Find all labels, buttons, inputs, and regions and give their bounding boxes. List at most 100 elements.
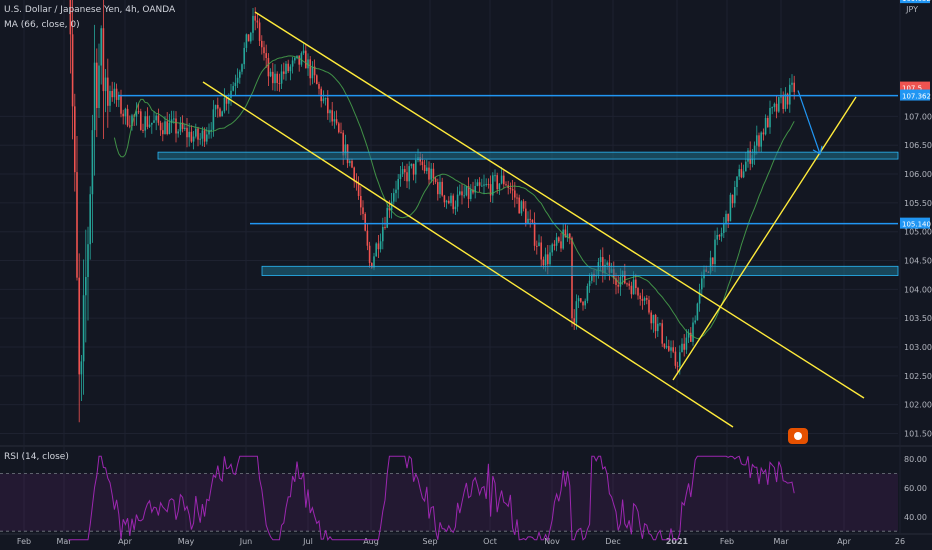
candle-body [692, 322, 694, 342]
candle-body [159, 122, 162, 131]
candle-body [155, 115, 157, 121]
candle-body [261, 40, 263, 48]
candle-body [93, 62, 96, 131]
currency-label[interactable]: JPY [906, 5, 918, 14]
candle-body [566, 233, 569, 238]
candle-body [353, 167, 355, 182]
candle-body [764, 117, 767, 135]
candle-body [267, 58, 270, 77]
candle-body [599, 257, 602, 263]
candle-body [245, 34, 248, 48]
candle-body [709, 257, 712, 273]
candle-body [203, 130, 206, 142]
candle-body [516, 197, 518, 199]
moving-average-line [113, 55, 795, 340]
candle-body [575, 301, 578, 323]
rsi-line [68, 455, 795, 542]
candle-body [184, 127, 186, 129]
price-tick-label: 104.50 [904, 257, 932, 266]
candle-body [476, 182, 479, 187]
time-tick-label: Mar [773, 537, 789, 546]
candle-body [338, 123, 340, 133]
time-tick-label: Feb [17, 537, 31, 546]
candle-body [360, 195, 362, 208]
candle-body [540, 242, 542, 260]
candle-body [89, 194, 91, 245]
candle-body [687, 332, 690, 338]
candle-body [331, 110, 333, 122]
candle-body [731, 194, 734, 204]
candle-body [778, 97, 780, 112]
candle-body [470, 189, 472, 199]
time-tick-label: Jul [302, 537, 313, 546]
price-tag-bg [900, 217, 930, 229]
candle-body [753, 145, 756, 156]
candle-body [120, 95, 122, 114]
candle-body [232, 86, 234, 91]
candle-body [665, 346, 668, 348]
candle-body [683, 343, 685, 350]
candle-body [745, 161, 747, 172]
candle-body [393, 193, 395, 202]
candle-body [278, 82, 281, 84]
candle-body [481, 185, 483, 187]
candle-body [126, 108, 129, 126]
candle-body [212, 109, 215, 130]
candle-body [448, 200, 450, 204]
price-tick-label: 102.00 [904, 401, 932, 410]
candle-body [518, 197, 520, 214]
time-tick-label: Oct [483, 537, 497, 546]
candle-body [217, 104, 219, 109]
candle-body [514, 190, 516, 198]
candle-body [769, 107, 771, 128]
candle-body [386, 207, 388, 228]
candle-body [698, 289, 701, 304]
candle-body [780, 96, 782, 98]
candle-body [529, 218, 531, 220]
candle-body [256, 20, 259, 23]
main-legend: U.S. Dollar / Japanese Yen, 4h, OANDA [4, 5, 175, 15]
candle-body [492, 175, 494, 196]
price-tick-label: 104.00 [904, 285, 932, 294]
candle-body [701, 278, 703, 290]
projection-arrow-head [812, 145, 823, 155]
candle-body [648, 299, 650, 313]
candle-body [650, 312, 652, 324]
candle-body [569, 233, 571, 238]
candle-body [129, 125, 131, 127]
candle-body [415, 160, 417, 175]
candle-body [258, 22, 261, 41]
candle-body [725, 213, 727, 224]
candle-body [553, 244, 556, 246]
candle-body [483, 184, 485, 186]
candle-body [690, 332, 692, 342]
candle-body [335, 119, 338, 124]
candle-body [342, 132, 344, 156]
candle-body [525, 208, 527, 224]
candle-body [225, 97, 228, 104]
candle-body [463, 195, 465, 197]
candle-body [162, 130, 164, 135]
candle-body [478, 182, 481, 186]
time-tick-label: 26 [895, 537, 905, 546]
candle-body [234, 82, 237, 87]
rsi-legend: RSI (14, close) [4, 452, 69, 462]
time-tick-label: Feb [720, 537, 734, 546]
candle-body [206, 134, 208, 142]
candle-body [296, 55, 298, 58]
candle-body [265, 53, 267, 59]
time-tick-label: Mar [56, 537, 72, 546]
candle-body [199, 138, 201, 140]
candle-body [533, 222, 536, 246]
candle-body [654, 314, 657, 332]
candle-body [527, 218, 529, 224]
candle-body [672, 347, 674, 352]
candle-body [263, 47, 265, 54]
candle-body [322, 98, 325, 102]
candle-body [784, 93, 787, 109]
candle-body [694, 320, 696, 323]
candle-body [151, 122, 153, 125]
price-tick-label: 103.50 [904, 314, 932, 323]
candle-body [577, 298, 580, 302]
